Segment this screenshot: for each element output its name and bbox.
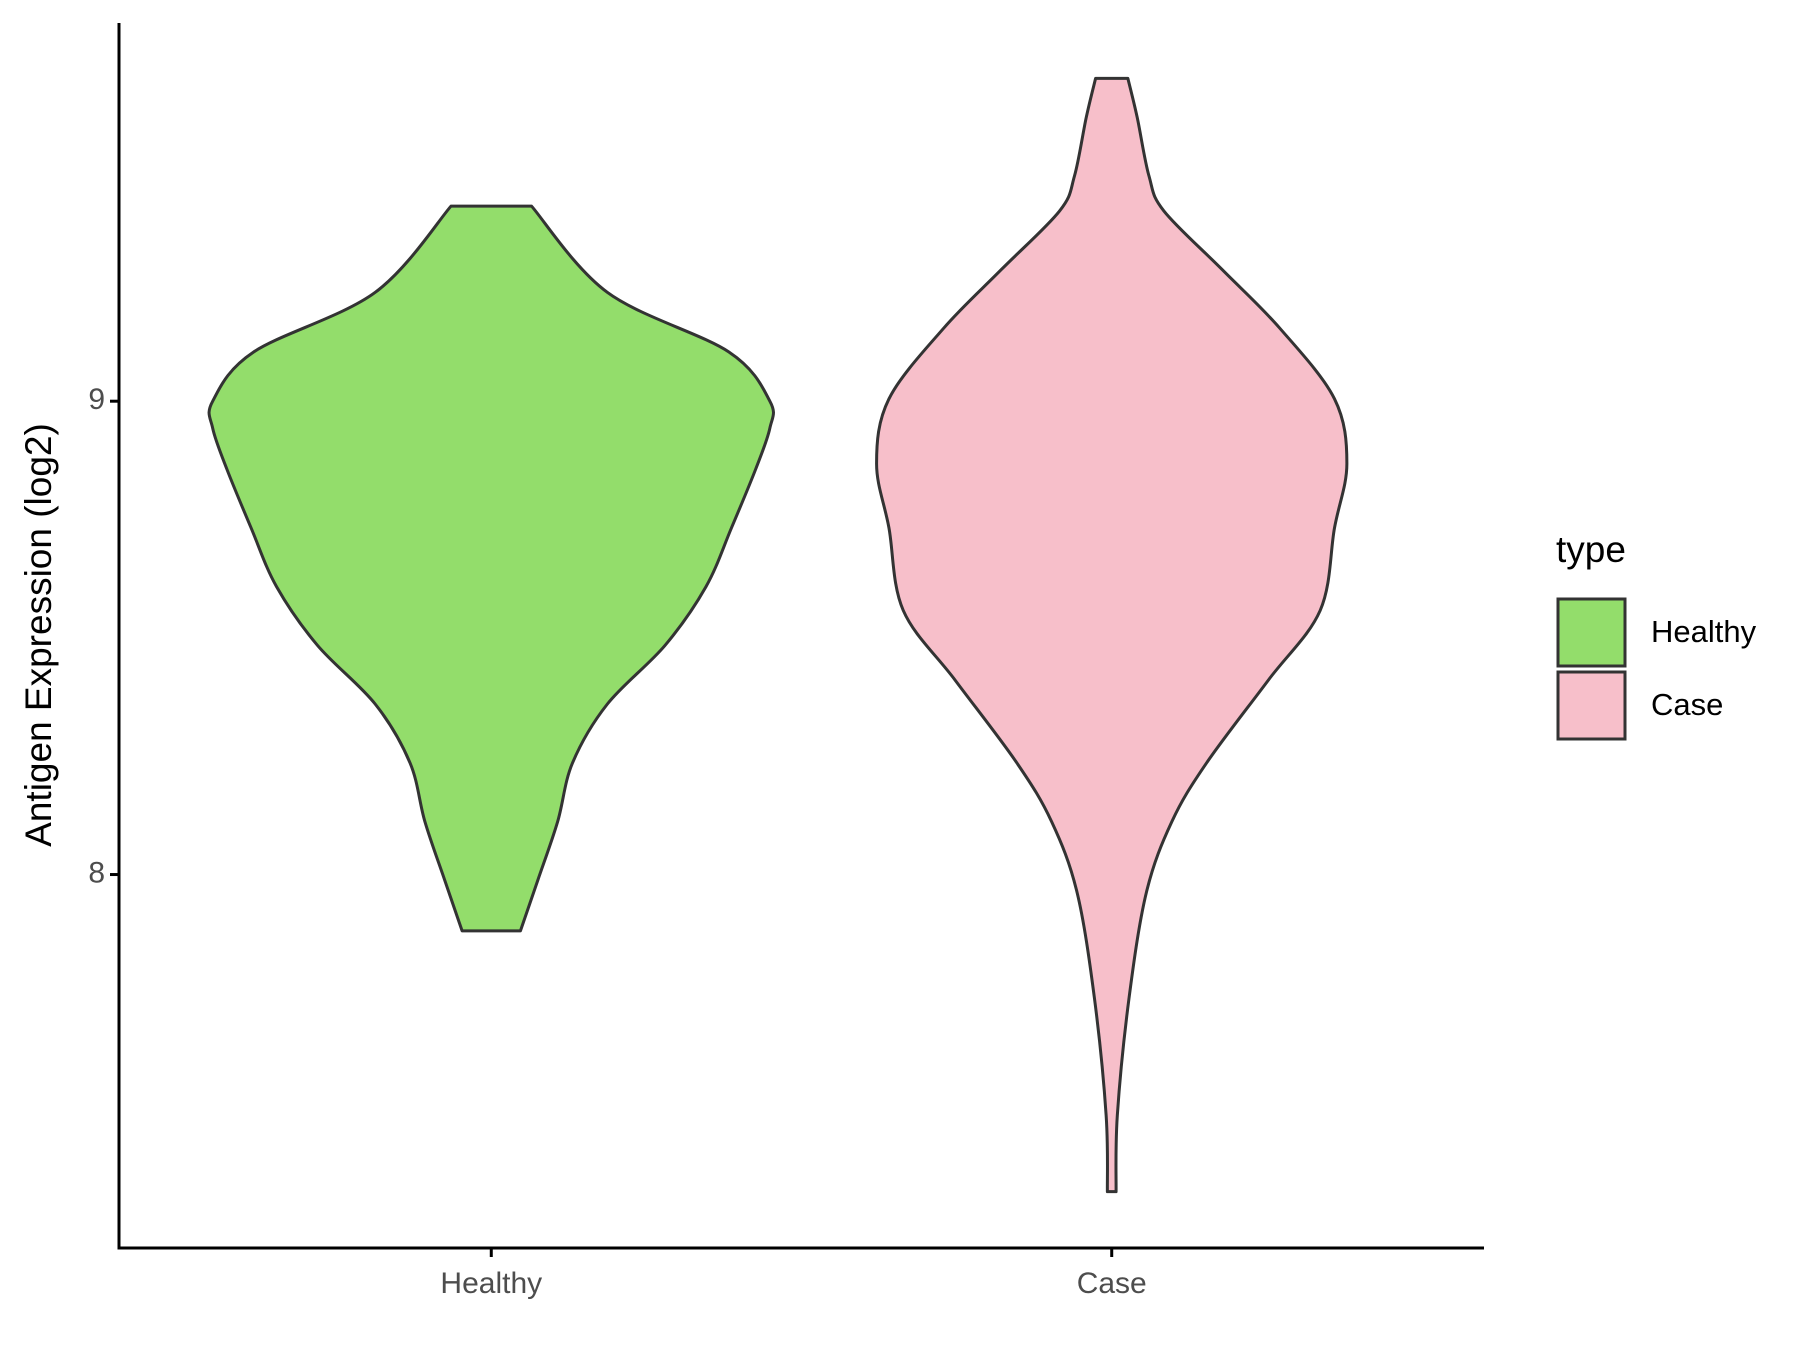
y-tick-label: 9 — [88, 383, 105, 416]
x-tick-label: Case — [1077, 1267, 1147, 1300]
y-axis-label: Antigen Expression (log2) — [18, 423, 59, 847]
x-tick-label: Healthy — [440, 1267, 542, 1300]
legend-key — [1556, 597, 1627, 668]
y-tick-label: 8 — [88, 856, 105, 889]
violin — [207, 204, 775, 933]
violin — [875, 76, 1349, 1194]
legend-key — [1556, 670, 1627, 741]
legend-label: Case — [1651, 687, 1723, 722]
legend-title: type — [1556, 529, 1626, 570]
legend-label: Healthy — [1651, 614, 1757, 649]
